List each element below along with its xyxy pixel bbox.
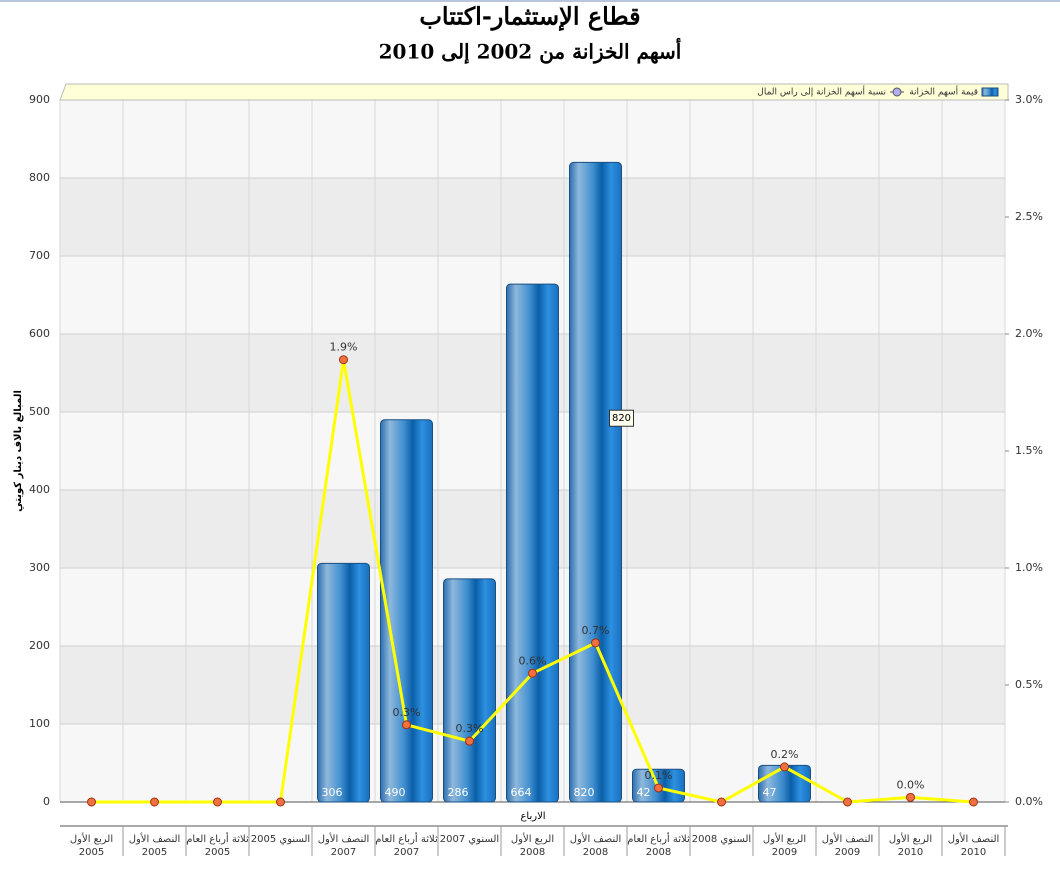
x-tick-label: النصف الأول 2008 <box>570 832 622 858</box>
bar-value-label: 47 <box>763 786 777 799</box>
line-marker <box>276 797 285 807</box>
bar <box>443 578 496 803</box>
x-axis-title: الارباع <box>520 811 545 822</box>
y-tick-label: 900 <box>29 93 50 106</box>
x-tick-label: ثلاثة أرباع العام 2008 <box>627 832 690 858</box>
y2-tick-label: 0.5% <box>1015 678 1043 691</box>
x-tick-label: السنوي 2007 <box>440 834 499 845</box>
line-value-label: 0.7% <box>582 624 610 637</box>
y2-tick-label: 2.5% <box>1015 210 1043 223</box>
legend-label: قيمة أسهم الخزانة <box>909 86 978 98</box>
bar-value-label: 42 <box>637 786 651 799</box>
x-tick-label: النصف الأول 2010 <box>948 832 1000 858</box>
y2-tick-label: 0.0% <box>1015 795 1043 808</box>
y2-tick-label: 2.0% <box>1015 327 1043 340</box>
x-tick-label: ثلاثة أرباع العام 2005 <box>186 832 249 858</box>
line-value-label: 0.3% <box>393 706 421 719</box>
line-marker <box>717 797 726 807</box>
x-tick-label: النصف الأول 2007 <box>318 832 370 858</box>
bar-value-label: 664 <box>511 786 532 799</box>
line-marker <box>906 792 915 802</box>
line-marker <box>654 783 663 793</box>
chart-subtitle: أسهم الخزانة من 2002 إلى 2010 <box>379 38 682 65</box>
bar-value-label: 306 <box>322 786 343 799</box>
y2-tick-label: 3.0% <box>1015 93 1043 106</box>
y-tick-label: 100 <box>29 717 50 730</box>
y-tick-label: 200 <box>29 639 50 652</box>
line-marker <box>780 762 789 772</box>
bar-value-label: 490 <box>385 786 406 799</box>
bar <box>569 161 622 803</box>
y-tick-label: 800 <box>29 171 50 184</box>
chart-title: قطاع الإستثمار-اكتتاب <box>419 2 640 32</box>
legend-marker <box>892 87 902 97</box>
bar <box>506 283 559 803</box>
line-value-label: 1.9% <box>330 341 358 354</box>
line-value-label: 0.1% <box>645 769 673 782</box>
bar-value-label: 286 <box>448 786 469 799</box>
tooltip-box <box>609 409 634 427</box>
x-tick-label: النصف الأول 2005 <box>129 832 181 858</box>
y-tick-label: 300 <box>29 561 50 574</box>
x-tick-label: الربع الأول 2010 <box>889 832 932 858</box>
grid-band <box>60 178 1005 256</box>
bar-value-label: 820 <box>574 786 595 799</box>
y-tick-label: 0 <box>43 795 50 808</box>
y-tick-label: 600 <box>29 327 50 340</box>
line-value-label: 0.6% <box>519 654 547 667</box>
y-tick-label: 500 <box>29 405 50 418</box>
x-tick-label: النصف الأول 2009 <box>822 832 874 858</box>
x-tick-label: الربع الأول 2005 <box>70 832 113 858</box>
line-value-label: 0.3% <box>456 722 484 735</box>
legend-box <box>59 83 1009 101</box>
line-value-label: 0.0% <box>897 778 925 791</box>
x-tick-label: ثلاثة أرباع العام 2007 <box>375 832 438 858</box>
y-tick-label: 700 <box>29 249 50 262</box>
line-marker <box>969 797 978 807</box>
y-tick-label: 400 <box>29 483 50 496</box>
line-value-label: 0.2% <box>771 748 799 761</box>
tooltip-text: 820 <box>612 413 631 424</box>
bar <box>380 419 433 803</box>
y2-tick-label: 1.0% <box>1015 561 1043 574</box>
x-tick-label: السنوي 2005 <box>251 834 310 845</box>
line-marker <box>528 668 537 678</box>
line-marker <box>843 797 852 807</box>
x-tick-label: الربع الأول 2009 <box>763 832 806 858</box>
line-marker <box>213 797 222 807</box>
line-marker <box>465 736 474 746</box>
legend-swatch <box>981 87 999 97</box>
bar <box>317 562 370 803</box>
y2-tick-label: 1.5% <box>1015 444 1043 457</box>
line-marker <box>339 355 348 365</box>
grid-band <box>60 100 1005 178</box>
x-tick-label: السنوي 2008 <box>692 834 751 845</box>
line-marker <box>591 638 600 648</box>
line-marker <box>87 797 96 807</box>
legend-label: نسبة أسهم الخزانة إلى راس المال <box>757 86 886 98</box>
y-axis-title: المبالغ بالاف دينار كويتي <box>13 390 24 512</box>
line-marker <box>150 797 159 807</box>
line-marker <box>402 720 411 730</box>
x-tick-label: الربع الأول 2008 <box>511 832 554 858</box>
